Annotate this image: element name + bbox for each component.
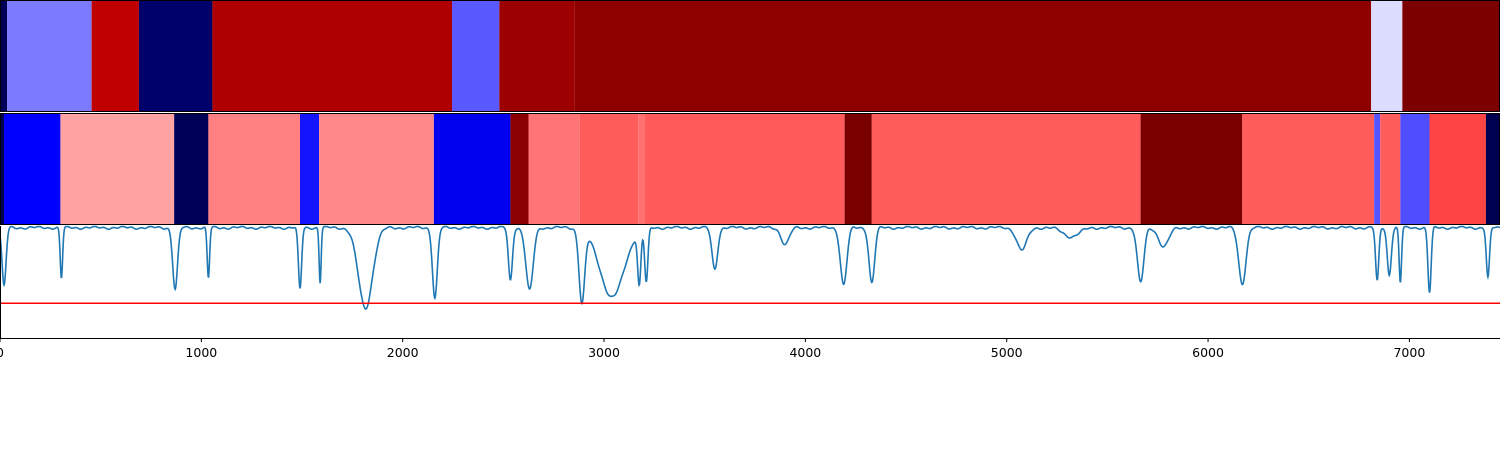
heatmap-cell: [844, 113, 872, 225]
heatmap-cell: [1380, 113, 1401, 225]
heatmap-cell: [4, 113, 61, 225]
x-tick-label: 5000: [991, 345, 1023, 360]
heatmap-cell: [1429, 113, 1486, 225]
heatmap-cell: [7, 0, 92, 112]
x-tick-label: 3000: [588, 345, 620, 360]
heatmap-panel-top: [0, 0, 1500, 112]
x-tick-label: 4000: [789, 345, 821, 360]
heatmap-cell: [208, 113, 300, 225]
heatmap-cell: [0, 113, 5, 225]
heatmap-cell: [1374, 113, 1381, 225]
heatmap-cell: [528, 113, 580, 225]
heatmap-cell: [1371, 0, 1403, 112]
heatmap-cell: [1140, 113, 1243, 225]
heatmap-cell: [638, 113, 645, 225]
heatmap-cell: [574, 0, 1372, 112]
heatmap-cell: [433, 113, 511, 225]
x-tick-label: 0: [0, 345, 4, 360]
heatmap-cell: [1402, 0, 1500, 112]
heatmap-cell: [300, 113, 320, 225]
heatmap-cell: [212, 0, 453, 112]
heatmap-cell: [319, 113, 434, 225]
x-tick-label: 6000: [1192, 345, 1224, 360]
heatmap-cell: [452, 0, 500, 112]
heatmap-cell: [60, 113, 175, 225]
heatmap-cell: [644, 113, 845, 225]
heatmap-cell: [1242, 113, 1375, 225]
heatmap-cell: [0, 0, 8, 112]
heatmap-cell: [1485, 113, 1500, 225]
heatmap-cell: [579, 113, 639, 225]
heatmap-cell: [1400, 113, 1430, 225]
line-panel: 0 1000 2000 3000 4000 5000 6000 7000: [0, 225, 1500, 360]
heatmap-cell: [138, 0, 213, 112]
heatmap-cell: [174, 113, 209, 225]
heatmap-cell: [510, 113, 529, 225]
heatmap-cell: [871, 113, 1141, 225]
signal-line: [0, 225, 1500, 310]
x-tick-label: 1000: [185, 345, 217, 360]
heatmap-cell: [91, 0, 139, 112]
heatmap-panel-middle: [0, 113, 1500, 225]
x-tick-label: 2000: [387, 345, 419, 360]
heatmap-cell: [499, 0, 575, 112]
x-tick-label: 7000: [1393, 345, 1425, 360]
